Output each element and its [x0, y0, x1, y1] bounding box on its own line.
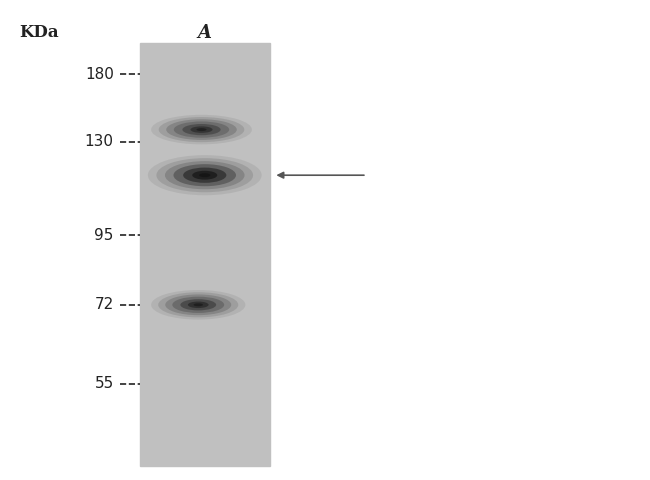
Ellipse shape [148, 155, 261, 195]
Ellipse shape [159, 117, 244, 142]
Text: KDa: KDa [20, 24, 59, 41]
Ellipse shape [166, 119, 237, 140]
Ellipse shape [194, 303, 203, 306]
Ellipse shape [180, 299, 216, 311]
Text: 180: 180 [85, 67, 114, 82]
Ellipse shape [158, 292, 239, 317]
Ellipse shape [183, 124, 220, 135]
Ellipse shape [151, 115, 252, 144]
Ellipse shape [190, 126, 213, 133]
Ellipse shape [192, 171, 217, 180]
Text: 55: 55 [94, 376, 114, 392]
Text: A: A [198, 24, 212, 42]
Ellipse shape [157, 158, 253, 192]
Ellipse shape [165, 161, 244, 189]
Ellipse shape [174, 164, 236, 186]
Ellipse shape [174, 121, 229, 138]
Ellipse shape [165, 294, 231, 315]
Ellipse shape [199, 173, 211, 177]
Ellipse shape [151, 290, 246, 320]
Ellipse shape [188, 301, 209, 308]
Text: 72: 72 [94, 297, 114, 312]
Ellipse shape [183, 168, 226, 183]
Bar [140, 43, 270, 466]
Text: 95: 95 [94, 228, 114, 243]
Text: 130: 130 [84, 134, 114, 149]
Ellipse shape [196, 128, 207, 131]
Ellipse shape [172, 297, 224, 313]
